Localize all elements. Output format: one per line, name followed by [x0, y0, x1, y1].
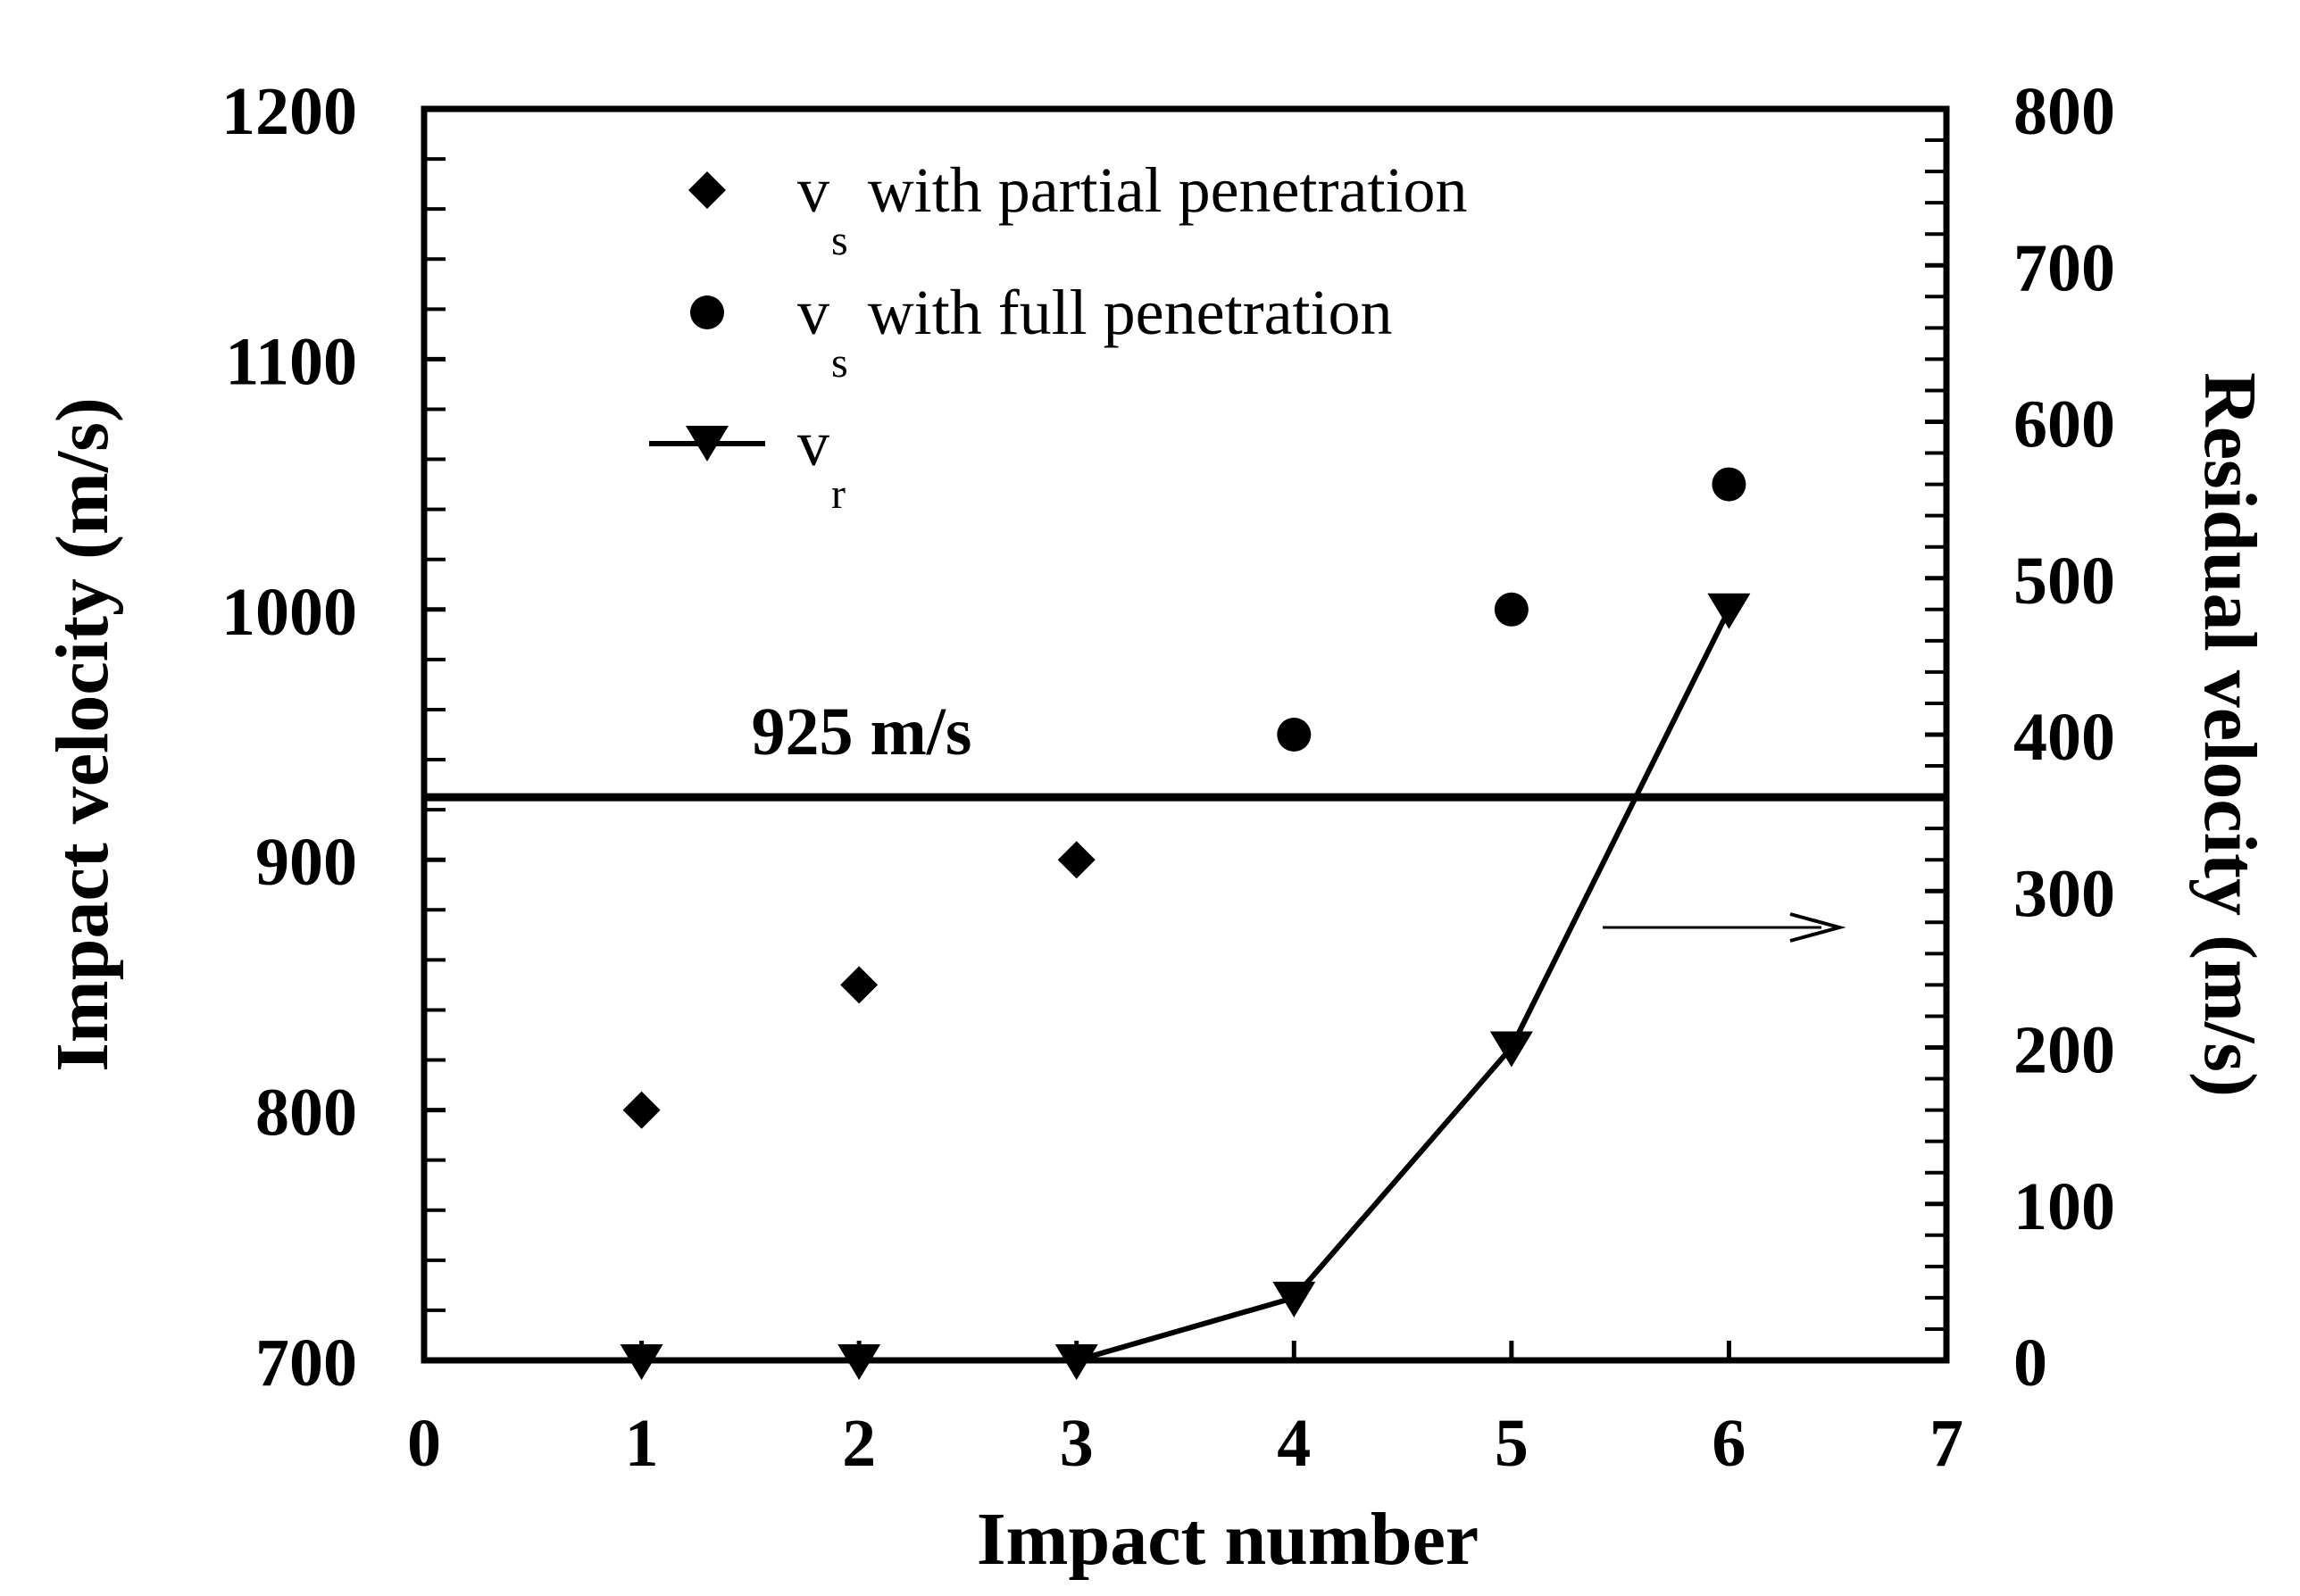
y-tick-label: 1100: [225, 324, 357, 399]
y-tick-label: 900: [255, 825, 357, 900]
legend-label-main: v: [797, 154, 829, 226]
data-point: [622, 1091, 661, 1129]
data-point: [1489, 1031, 1533, 1068]
data-point: [1494, 592, 1529, 627]
annotation-arrow: [1603, 912, 1846, 943]
x-tick-label: 0: [407, 1406, 441, 1481]
data-point: [840, 966, 879, 1004]
x-tick-label: 4: [1277, 1406, 1311, 1481]
series-line: [641, 608, 1732, 1363]
series-2: [1277, 467, 1746, 752]
legend-label-subscript: s: [831, 217, 848, 264]
x-tick-label: 3: [1060, 1406, 1094, 1481]
x-axis-title: Impact number: [977, 1498, 1479, 1581]
y2-tick-label: 600: [2013, 387, 2115, 462]
x-axis-ticks: 0 1 2 3 4 5 6 7: [407, 1341, 1963, 1481]
x-tick-label: 2: [842, 1406, 876, 1481]
x-tick-label: 6: [1712, 1406, 1746, 1481]
left-y-axis-title: Impact velocity (m/s): [41, 397, 124, 1072]
data-point: [1272, 1281, 1316, 1318]
series-layer: [620, 467, 1751, 1380]
y2-tick-label: 800: [2013, 74, 2115, 149]
legend-label-rest: with full penetration: [852, 277, 1393, 348]
legend-marker: [690, 295, 724, 329]
series-1: [622, 841, 1096, 1129]
legend-marker: [686, 426, 729, 461]
data-point: [1054, 1344, 1098, 1380]
annotation-arrow-head: [1789, 912, 1846, 943]
data-point: [1707, 593, 1751, 629]
left-y-axis-ticks: 700 800 900 1000 1100 1200: [221, 74, 446, 1401]
legend-marker: [688, 171, 726, 209]
data-point: [1057, 841, 1096, 879]
y2-tick-label: 500: [2013, 544, 2115, 619]
data-point: [1712, 467, 1746, 502]
legend-item: vs with full penetration: [690, 277, 1393, 387]
y2-tick-label: 100: [2013, 1169, 2115, 1244]
y2-tick-label: 400: [2013, 700, 2115, 775]
legend-label: vs with full penetration: [797, 277, 1393, 387]
legend-label-subscript: r: [831, 470, 846, 518]
x-tick-label: 7: [1929, 1406, 1963, 1481]
legend-label: vs with partial penetration: [797, 154, 1467, 264]
y-tick-label: 1000: [221, 575, 357, 650]
y-tick-label: 700: [255, 1326, 357, 1401]
y2-tick-label: 300: [2013, 856, 2115, 931]
data-point: [838, 1344, 881, 1380]
series-3: [620, 593, 1751, 1380]
y-tick-label: 800: [255, 1076, 357, 1151]
y2-tick-label: 200: [2013, 1013, 2115, 1088]
legend-label-main: v: [797, 408, 829, 479]
legend-label-subscript: s: [831, 339, 848, 387]
right-y-axis-title: Residual velocity (m/s): [2188, 372, 2271, 1097]
legend-label: vr: [797, 408, 846, 518]
legend-item: vr: [649, 408, 846, 518]
y2-tick-label: 700: [2013, 230, 2115, 305]
x-tick-label: 5: [1495, 1406, 1529, 1481]
y2-tick-label: 0: [2013, 1326, 2047, 1401]
x-tick-label: 1: [625, 1406, 659, 1481]
right-y-axis-ticks: 0 100 200 300 400 500 600 700 800: [1925, 74, 2115, 1401]
legend-item: vs with partial penetration: [688, 154, 1467, 264]
legend-label-rest: with partial penetration: [852, 154, 1468, 226]
legend-label-main: v: [797, 277, 829, 348]
data-point: [1277, 718, 1312, 752]
y-tick-label: 1200: [221, 74, 357, 149]
data-point: [620, 1344, 663, 1380]
reference-line-label: 925 m/s: [752, 694, 972, 769]
